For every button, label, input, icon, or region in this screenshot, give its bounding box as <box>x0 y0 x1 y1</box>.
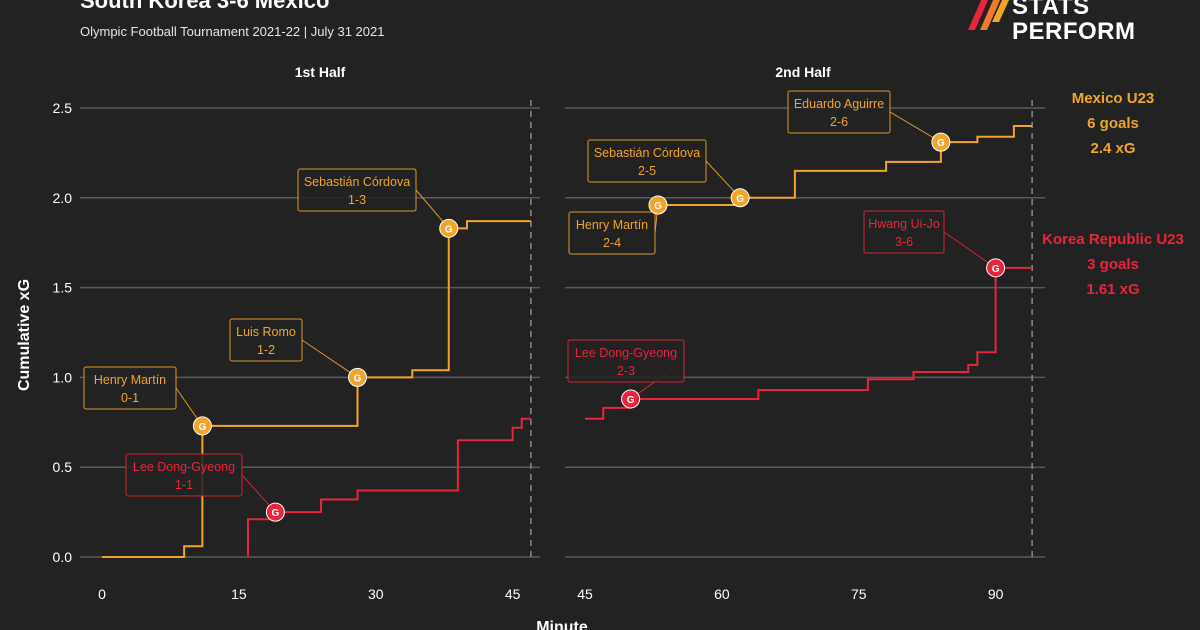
y-tick-label: 2.0 <box>53 190 73 206</box>
panel-title-2: 2nd Half <box>775 64 831 80</box>
goal-marker <box>730 188 750 208</box>
x-tick-label: 90 <box>988 586 1004 602</box>
y-tick-label: 2.5 <box>53 100 73 116</box>
goal-marker <box>648 195 668 215</box>
y-tick-label: 0.5 <box>53 459 73 475</box>
legend-team-korea: Korea Republic U23 <box>1042 231 1184 248</box>
goal-label-box <box>787 90 891 134</box>
goal-marker-letter: G <box>992 264 1000 275</box>
chart-subtitle: Olympic Football Tournament 2021-22 | Ju… <box>80 24 385 39</box>
goal-annotation-mexico-1-2: Luis Romo 1-2 G <box>229 318 367 387</box>
goal-connector <box>943 231 996 269</box>
y-tick-label: 1.0 <box>53 369 73 385</box>
x-tick-label: 15 <box>231 586 247 602</box>
x-tick-label: 45 <box>505 586 521 602</box>
goal-marker-letter: G <box>198 422 206 433</box>
legend-goals-mexico: 6 goals <box>1087 115 1139 132</box>
goal-score-label: 0-1 <box>121 391 139 405</box>
y-tick-label: 0.0 <box>53 549 73 565</box>
goal-marker <box>348 367 367 387</box>
goal-connector <box>301 339 358 378</box>
goal-annotation-korea-2-2: Hwang Ui-Jo 3-6 G <box>863 210 1006 278</box>
goal-score-label: 1-1 <box>175 478 193 492</box>
goal-marker-letter: G <box>654 201 662 212</box>
x-tick-label: 30 <box>368 586 384 602</box>
goal-label-box <box>125 453 243 497</box>
chart-title: South Korea 3-6 Mexico <box>80 0 330 13</box>
goal-score-label: 1-3 <box>348 193 366 207</box>
goal-scorer-label: Sebastián Córdova <box>594 146 700 160</box>
legend-xg-korea: 1.61 xG <box>1086 281 1139 298</box>
goal-annotation-mexico-2-3: Eduardo Aguirre 2-6 G <box>787 90 951 152</box>
goal-label-box <box>568 211 656 255</box>
goal-marker <box>265 502 285 522</box>
goal-label-box <box>229 318 303 362</box>
legend-xg-mexico: 2.4 xG <box>1090 140 1135 157</box>
goal-annotation-korea-2-1: Lee Dong-Gyeong 2-3 G <box>567 339 685 409</box>
x-axis-label: Minute <box>536 619 588 630</box>
goal-marker <box>192 416 212 436</box>
goal-label-box <box>297 168 417 212</box>
goal-marker-letter: G <box>937 138 945 149</box>
goal-marker-letter: G <box>445 224 453 235</box>
goal-marker <box>931 132 951 152</box>
goal-marker-letter: G <box>354 373 362 384</box>
series-line-mexico-1 <box>102 220 531 558</box>
goal-scorer-label: Eduardo Aguirre <box>794 97 884 111</box>
goal-label-box <box>587 139 707 183</box>
goal-label-box <box>863 210 945 254</box>
goal-marker <box>439 218 459 238</box>
panel-title-1: 1st Half <box>295 64 346 80</box>
goal-label-box <box>567 339 685 383</box>
logo-line-2: PERFORM <box>1012 18 1136 45</box>
legend-goals-korea: 3 goals <box>1087 256 1139 273</box>
x-tick-label: 45 <box>577 586 593 602</box>
x-tick-label: 75 <box>851 586 867 602</box>
goal-marker <box>621 389 641 409</box>
goal-annotation-korea-1-1: Lee Dong-Gyeong 1-1 G <box>125 453 285 522</box>
goal-marker-letter: G <box>271 508 279 519</box>
goal-connector <box>889 111 942 143</box>
y-axis-label: Cumulative xG <box>16 279 33 391</box>
x-tick-label: 0 <box>98 586 106 602</box>
goal-annotation-mexico-2-2: Sebastián Córdova 2-5 G <box>587 139 750 208</box>
goal-scorer-label: Luis Romo <box>236 325 296 339</box>
goal-score-label: 1-2 <box>257 343 275 357</box>
goal-score-label: 2-6 <box>830 115 848 129</box>
goal-scorer-label: Hwang Ui-Jo <box>868 217 940 231</box>
goal-scorer-label: Henry Martín <box>576 218 648 232</box>
goal-scorer-label: Henry Martín <box>94 373 166 387</box>
logo-line-1: STATS <box>1012 0 1090 20</box>
goal-annotation-mexico-1-3: Sebastián Córdova 1-3 G <box>297 168 459 238</box>
logo-wordmark: STATS PERFORM <box>1012 0 1136 44</box>
goal-marker-letter: G <box>736 194 744 205</box>
x-tick-label: 60 <box>714 586 730 602</box>
stats-perform-logo-icon <box>968 0 1010 30</box>
goal-score-label: 3-6 <box>895 235 913 249</box>
goal-annotation-mexico-1-1: Henry Martín 0-1 G <box>83 366 212 436</box>
series-line-korea-1 <box>247 417 531 557</box>
goal-marker <box>986 258 1006 278</box>
goal-marker-letter: G <box>627 395 635 406</box>
goal-scorer-label: Sebastián Córdova <box>304 175 410 189</box>
goal-scorer-label: Lee Dong-Gyeong <box>575 346 677 360</box>
goal-score-label: 2-3 <box>617 364 635 378</box>
y-tick-label: 1.5 <box>53 280 73 296</box>
goal-scorer-label: Lee Dong-Gyeong <box>133 460 235 474</box>
series-line-korea-2 <box>585 266 1033 420</box>
goal-score-label: 2-5 <box>638 164 656 178</box>
goal-label-box <box>83 366 177 410</box>
legend-team-mexico: Mexico U23 <box>1072 90 1155 107</box>
goal-score-label: 2-4 <box>603 236 621 250</box>
goal-annotation-mexico-2-1: Henry Martín 2-4 G <box>568 195 668 255</box>
